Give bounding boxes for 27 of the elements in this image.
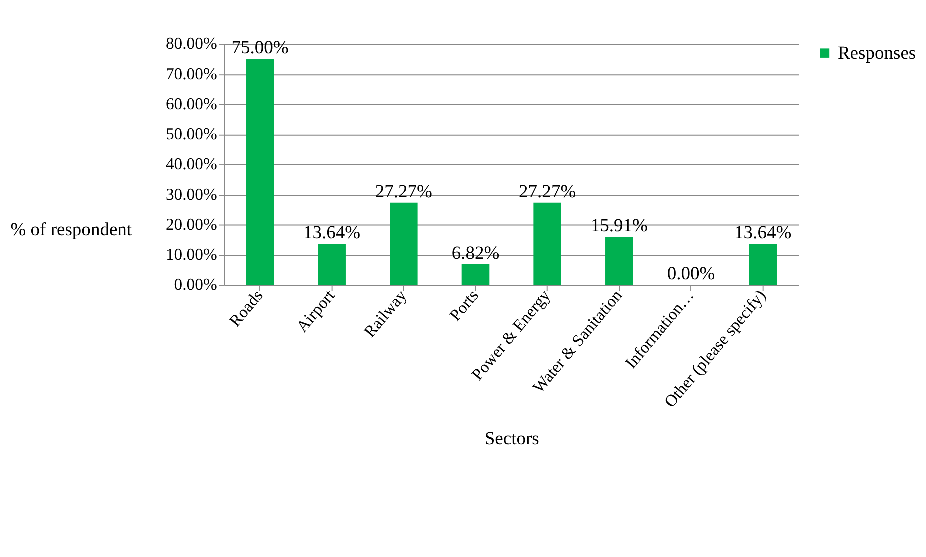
y-tick-label: 30.00% xyxy=(166,184,218,204)
bar xyxy=(318,244,346,286)
bar xyxy=(246,59,274,286)
data-label: 13.64% xyxy=(304,222,361,244)
data-label: 15.91% xyxy=(590,216,648,237)
y-tick-label: 50.00% xyxy=(166,124,218,144)
y-tick-label: 80.00% xyxy=(166,34,218,54)
data-label: 13.64% xyxy=(734,222,792,244)
y-tick-label: 60.00% xyxy=(166,94,218,114)
y-tick-label: 0.00% xyxy=(174,275,218,294)
y-tick-label: 70.00% xyxy=(166,64,218,84)
bar xyxy=(534,202,562,286)
data-label: 75.00% xyxy=(232,38,289,59)
bar xyxy=(390,202,418,286)
data-label: 0.00% xyxy=(667,263,716,284)
x-axis-title: Sectors xyxy=(484,428,540,450)
y-axis-title: % of respondent xyxy=(10,219,133,240)
bar xyxy=(749,244,777,286)
legend-label: Responses xyxy=(838,42,916,64)
y-tick-label: 40.00% xyxy=(166,154,218,174)
data-label: 27.27% xyxy=(375,181,432,202)
y-tick-label: 20.00% xyxy=(166,214,218,234)
data-label: 6.82% xyxy=(452,242,500,264)
y-tick-label: 10.00% xyxy=(166,245,218,264)
bar xyxy=(606,237,634,286)
data-label: 27.27% xyxy=(519,181,576,202)
bar xyxy=(462,264,490,286)
